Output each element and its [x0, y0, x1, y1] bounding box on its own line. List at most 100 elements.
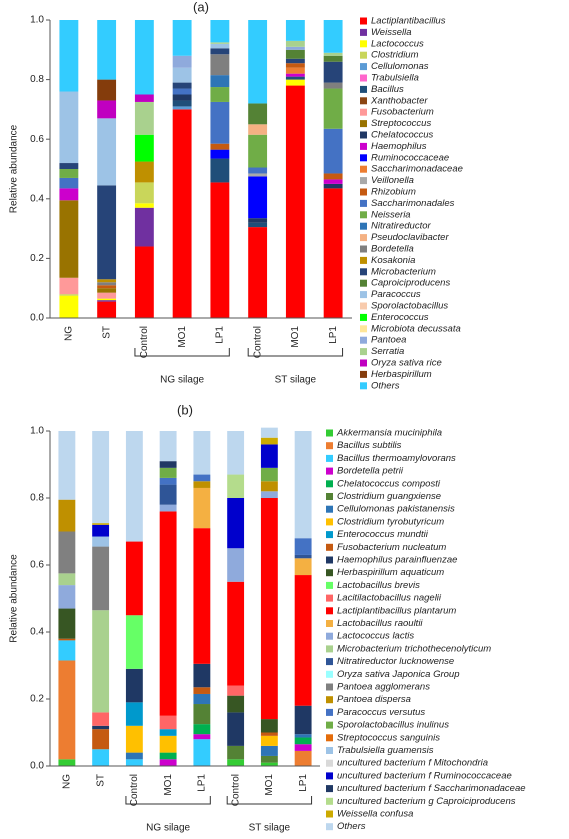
bar-segment: [294, 734, 312, 738]
x-tick-label: MO1: [163, 774, 174, 796]
legend-swatch: [326, 810, 333, 818]
bar-segment: [248, 134, 268, 168]
bar-segment: [134, 20, 154, 95]
legend-swatch: [326, 531, 333, 539]
chart-title: (b): [177, 402, 193, 417]
bar-segment: [294, 737, 312, 745]
legend-label: Lacitilactobacillus nagelii: [337, 593, 442, 604]
bar-segment: [210, 158, 230, 183]
group-label: NG silage: [160, 375, 204, 386]
bar-segment: [210, 54, 230, 76]
bar-segment: [172, 106, 192, 110]
bar-segment: [134, 207, 154, 247]
bar-segment: [159, 467, 177, 478]
bar-segment: [227, 431, 245, 475]
legend-swatch: [360, 336, 367, 344]
group-label: ST silage: [249, 823, 291, 834]
bar-segment: [172, 67, 192, 83]
legend-label: Trabulsiella: [371, 73, 419, 84]
bar-segment: [323, 55, 343, 62]
bar-segment: [159, 729, 177, 736]
legend-swatch: [326, 454, 333, 462]
x-tick-label: Control: [252, 326, 263, 358]
bar-segment: [134, 203, 154, 208]
bar-segment: [210, 42, 230, 44]
bar-segment: [323, 183, 343, 189]
bar-segment: [193, 663, 211, 688]
bar-segment: [97, 20, 117, 80]
bar-segment: [260, 437, 278, 445]
bar-segment: [92, 712, 110, 726]
bar-segment: [294, 431, 312, 539]
y-tick-label: 0.2: [30, 253, 44, 264]
x-tick-label: NG: [64, 326, 75, 341]
group-bracket: [247, 348, 344, 357]
legend-swatch: [326, 734, 333, 742]
bar-segment: [172, 100, 192, 107]
legend-label: uncultured bacterium g Caproiciproducens: [337, 796, 516, 807]
bar-segment: [323, 20, 343, 53]
x-tick-label: LP1: [197, 774, 208, 792]
chart-title: (a): [193, 0, 209, 14]
bar-segment: [58, 431, 76, 500]
legend-label: Fusobacterium nucleatum: [337, 542, 446, 553]
legend-label: Pantoea agglomerans: [337, 682, 430, 693]
bar-segment: [285, 67, 305, 74]
bar-segment: [294, 744, 312, 751]
bar-segment: [59, 188, 79, 201]
bar-segment: [227, 745, 245, 760]
legend-swatch: [326, 683, 333, 691]
bar-segment: [97, 118, 117, 186]
bar-segment: [134, 246, 154, 318]
bar-segment: [159, 484, 177, 505]
bar-segment: [193, 487, 211, 529]
bar-segment: [323, 188, 343, 318]
bar-segment: [134, 161, 154, 183]
bar-segment: [58, 573, 76, 586]
legend-swatch: [326, 772, 333, 780]
bar-segment: [294, 554, 312, 559]
legend-label: Kosakonia: [371, 255, 415, 266]
bar-segment: [97, 79, 117, 101]
legend-label: Ruminococcaceae: [371, 152, 449, 163]
legend-label: Enterococcus mundtii: [337, 529, 429, 540]
legend-label: Saccharimonadaceae: [371, 164, 463, 175]
bar-segment: [323, 128, 343, 174]
bar-segment: [125, 759, 143, 766]
y-tick-label: 0.6: [30, 134, 44, 145]
legend-label: Oryza sativa rice: [371, 358, 442, 369]
legend-label: Lactococcus lactis: [337, 631, 414, 642]
legend-label: Akkermansia muciniphila: [336, 428, 442, 439]
y-tick-label: 1.0: [30, 15, 44, 26]
legend-swatch: [326, 620, 333, 627]
x-tick-label: LP1: [298, 774, 309, 792]
legend-label: Chelatococcus composti: [337, 478, 441, 489]
legend-swatch: [326, 785, 333, 793]
legend-swatch: [360, 359, 367, 367]
bar-segment: [210, 87, 230, 102]
x-tick-label: LP1: [328, 326, 339, 344]
bar-segment: [58, 640, 76, 661]
legend-label: Lactococcus: [371, 38, 424, 49]
bar-segment: [227, 498, 245, 549]
x-tick-label: NG: [62, 774, 73, 789]
bar-segment: [134, 134, 154, 162]
bar-segment: [193, 724, 211, 735]
bar-segment: [172, 20, 192, 56]
bar-segment: [97, 292, 117, 299]
y-tick-label: 0.8: [30, 493, 44, 504]
bar-segment: [323, 52, 343, 56]
legend-label: uncultured bacterium f Mitochondria: [337, 758, 488, 769]
bar-segment: [227, 685, 245, 696]
legend-swatch: [326, 759, 333, 767]
legend-swatch: [360, 108, 367, 116]
legend-swatch: [360, 17, 367, 25]
bar-segment: [172, 88, 192, 95]
bar-segment: [294, 558, 312, 576]
legend-label: Herbaspirillum aquaticum: [337, 567, 444, 578]
legend-label: Pseudoclavibacter: [371, 232, 449, 243]
bar-segment: [323, 179, 343, 184]
legend-swatch: [360, 40, 367, 48]
legend-label: Lactobacillus raoultii: [337, 618, 423, 629]
